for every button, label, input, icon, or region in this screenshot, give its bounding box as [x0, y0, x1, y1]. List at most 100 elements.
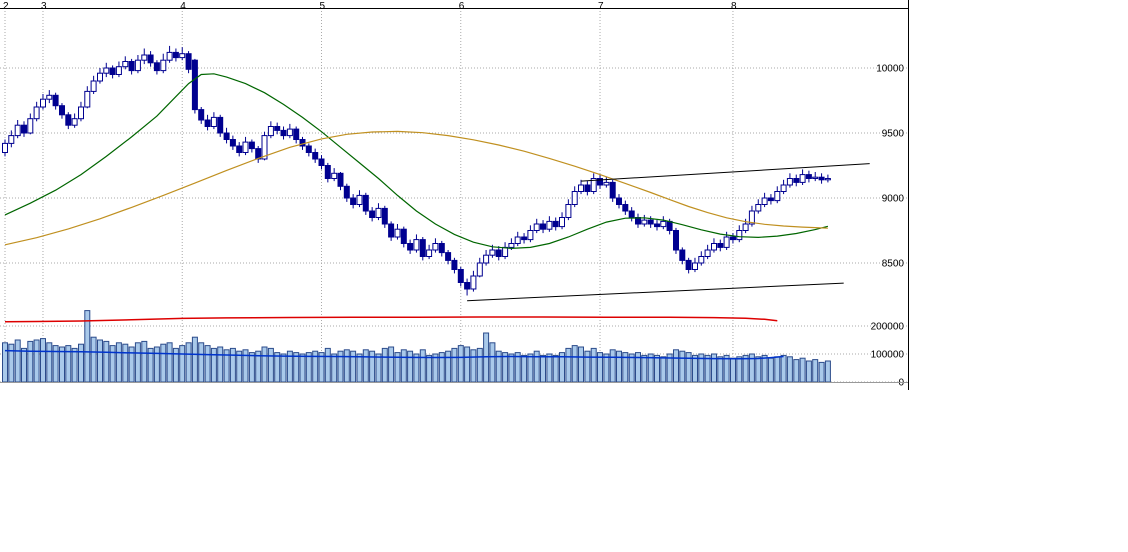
volume-bar — [780, 354, 787, 383]
candle-body-down — [495, 249, 502, 257]
candle-body-down — [616, 197, 622, 205]
candle-body-down — [407, 243, 414, 251]
candle-body-up — [527, 230, 534, 241]
candle-body-up — [356, 194, 363, 205]
candle-body-up — [755, 204, 762, 212]
volume-bar — [495, 350, 502, 383]
volume-bar — [578, 346, 584, 383]
candle-body-down — [597, 178, 603, 186]
candle-body-up — [736, 230, 743, 241]
candle-body-down — [381, 207, 388, 225]
candle-body-down — [647, 219, 654, 225]
candle-body-up — [141, 54, 148, 61]
ma-short-line — [4, 73, 829, 250]
volume-bar — [299, 353, 306, 383]
volume-bar — [426, 354, 433, 383]
volume-bar — [451, 347, 458, 383]
price-axis-label: 8500 — [882, 259, 905, 270]
candle-body-down — [438, 243, 445, 254]
volume-bar — [198, 342, 205, 383]
ma-long-line — [4, 130, 828, 246]
candle-body-up — [590, 178, 597, 192]
volume-bar — [736, 356, 743, 383]
volume-bar — [179, 345, 186, 383]
candle-body-down — [445, 252, 452, 261]
volume-bar — [470, 349, 477, 383]
volume-bar — [628, 353, 635, 383]
candle-body-up — [103, 67, 110, 74]
volume-bar — [685, 352, 692, 383]
candle-body-up — [533, 223, 540, 231]
candle-body-down — [369, 210, 376, 218]
candle-body-down — [59, 105, 65, 116]
candle-body-up — [426, 249, 433, 257]
volume-bar — [362, 349, 369, 383]
volume-bar — [641, 354, 648, 383]
candle-body-up — [799, 174, 806, 183]
candle-body-down — [248, 141, 255, 150]
volume-bar — [103, 340, 110, 383]
volume-bar — [755, 356, 762, 383]
candle-body-down — [236, 145, 243, 153]
volume-bar — [793, 359, 800, 383]
volume-bar — [381, 347, 388, 383]
volume-bar — [805, 360, 812, 383]
volume-bar — [388, 346, 395, 383]
candle-body-down — [400, 228, 407, 244]
volume-bar — [571, 345, 578, 383]
candle-body-down — [685, 259, 692, 270]
candle-body-down — [552, 220, 559, 228]
candle-body-down — [767, 197, 774, 202]
volume-bar — [521, 354, 528, 383]
price-axis-label: 9500 — [882, 129, 905, 140]
volume-bar — [141, 340, 148, 383]
volume-bar — [331, 353, 338, 383]
volume-bar — [375, 353, 382, 383]
volume-bar — [191, 336, 198, 383]
candle-body-up — [483, 254, 490, 264]
volume-bar — [767, 357, 774, 383]
volume-ma-line — [4, 349, 784, 360]
candle-body-down — [666, 220, 673, 231]
volume-bar — [527, 353, 534, 383]
candle-body-up — [46, 94, 53, 100]
volume-bar — [786, 356, 793, 383]
volume-bar — [552, 354, 559, 383]
candle-body-down — [622, 204, 629, 212]
volume-bar — [217, 346, 224, 383]
price-axis-label: 10000 — [876, 64, 904, 75]
candle-body-down — [21, 124, 27, 134]
candle-body-up — [331, 172, 338, 180]
volume-bar — [457, 345, 464, 383]
candle-body-down — [628, 210, 635, 218]
candle-body-up — [261, 135, 268, 160]
candle-body-down — [673, 230, 679, 251]
candle-body-up — [704, 249, 711, 257]
candle-body-down — [324, 165, 331, 179]
candle-body-up — [514, 236, 521, 244]
candle-body-down — [280, 129, 287, 137]
candle-body-down — [229, 139, 236, 147]
volume-bar — [654, 354, 660, 383]
volume-bar — [134, 342, 141, 383]
volume-bar — [476, 347, 483, 383]
volume-bar — [540, 354, 546, 383]
candle-body-up — [774, 191, 781, 202]
candle-body-up — [166, 51, 173, 61]
volume-bar — [508, 353, 515, 383]
candle-body-up — [723, 236, 730, 248]
candle-body-up — [179, 53, 186, 59]
candle-body-down — [293, 128, 300, 141]
candle-body-down — [818, 176, 825, 181]
volume-bar — [799, 357, 806, 383]
candle-body-down — [730, 236, 736, 241]
candle-body-up — [8, 135, 15, 144]
candle-body-up — [559, 217, 565, 228]
candle-body-down — [350, 197, 357, 205]
volume-bar — [565, 347, 572, 383]
candle-body-up — [84, 90, 91, 108]
candle-body-down — [609, 181, 616, 199]
